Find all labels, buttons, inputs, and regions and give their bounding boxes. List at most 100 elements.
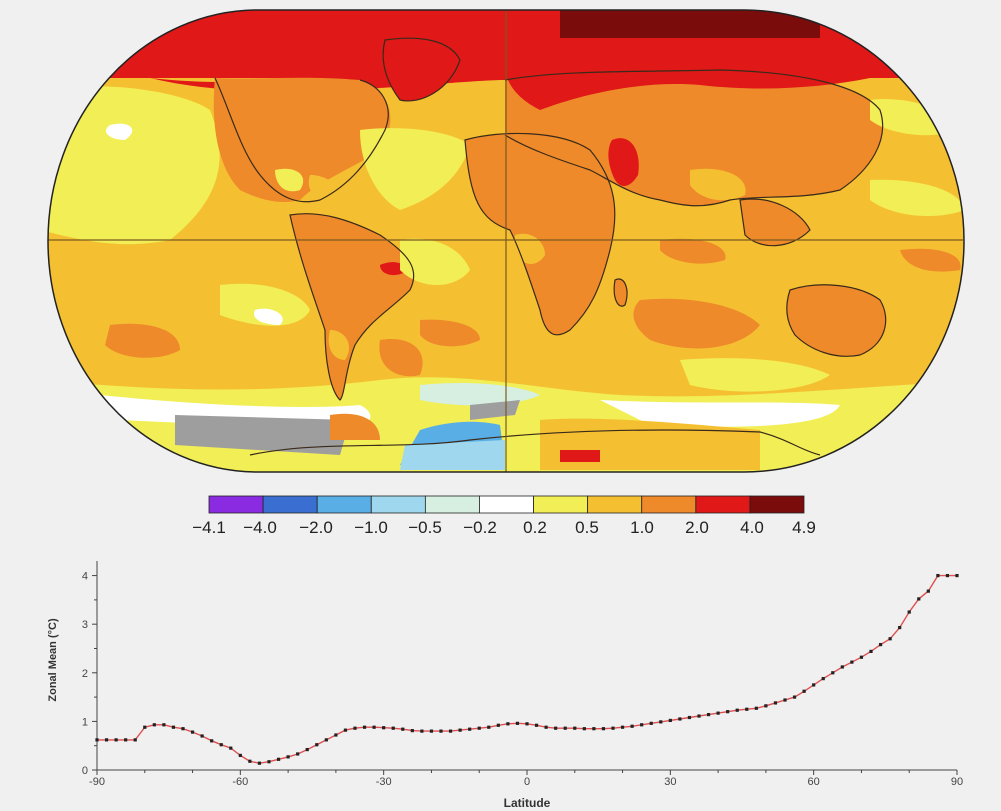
zonal-mean-point (812, 683, 816, 687)
zonal-mean-point (181, 727, 185, 731)
x-tick-label: -30 (376, 776, 392, 788)
zonal-mean-point (200, 734, 204, 738)
zonal-mean-point (343, 728, 348, 732)
zonal-mean-point (611, 726, 615, 730)
colorbar-label: −2.0 (299, 518, 333, 537)
coastlines (214, 37, 887, 456)
zonal-mean-point (372, 725, 376, 729)
zonal-mean-point (573, 726, 577, 730)
zonal-mean-point (95, 738, 99, 742)
zonal-mean-point (936, 573, 940, 578)
colorbar-label: −0.5 (408, 518, 442, 537)
zonal-mean-point (248, 759, 252, 763)
zonal-mean-point (620, 725, 625, 729)
zonal-mean-point (735, 708, 739, 712)
x-tick-label: 30 (664, 776, 676, 788)
zonal-mean-point (907, 610, 911, 614)
zonal-mean-point (391, 726, 395, 730)
zonal-mean-point (190, 730, 195, 734)
zonal-mean-point (745, 707, 749, 711)
zonal-mean-point (955, 573, 959, 578)
zonal-mean-point (324, 738, 328, 742)
zonal-mean-point (487, 725, 491, 729)
zonal-mean-point (869, 649, 873, 654)
zonal-mean-point (267, 760, 271, 764)
zonal-mean-point (544, 725, 548, 729)
x-tick-label: 60 (808, 776, 820, 788)
y-tick-label: 0 (82, 765, 88, 777)
colorbar: −4.1 −4.0 −2.0 −1.0 −0.5 −0.2 0.2 0.5 1.0 2.0 4.0 4… (192, 495, 816, 537)
x-tick-label: 90 (951, 776, 963, 788)
zonal-mean-point (754, 706, 758, 710)
colorbar-label: −4.1 (192, 518, 226, 537)
colorbar-labels: −4.1 −4.0 −2.0 −1.0 −0.5 −0.2 0.2 0.5 1.0 2.0 4.0 4… (192, 518, 816, 537)
zonal-mean-point (315, 743, 319, 747)
zonal-mean-point (229, 746, 233, 750)
zonal-mean-point (640, 723, 644, 727)
zonal-mean-point (468, 727, 472, 731)
map-outline (47, 9, 965, 473)
zonal-mean-point (515, 721, 520, 725)
zonal-mean-point (477, 726, 481, 730)
zonal-mean-point (458, 728, 462, 732)
zonal-mean-point (926, 589, 930, 593)
zonal-mean-point (114, 738, 118, 742)
colorbar-bin (316, 495, 372, 514)
colorbar-bin (641, 495, 697, 514)
zonal-mean-point (353, 726, 357, 730)
zonal-mean-point (334, 733, 338, 737)
zonal-mean-point (382, 726, 386, 730)
zonal-series (95, 573, 959, 765)
zonal-mean-point (802, 689, 806, 693)
zonal-mean-point (133, 738, 137, 742)
zonal-mean-point (850, 660, 854, 664)
zonal-mean-point (668, 718, 672, 723)
zonal-mean-point (792, 695, 797, 699)
colorbar-label: 0.2 (523, 518, 547, 537)
zonal-mean-point (439, 729, 443, 733)
zonal-mean-point (582, 727, 586, 731)
zonal-mean-point (917, 597, 921, 601)
colorbar-label: −1.0 (354, 518, 388, 537)
zonal-mean-point (534, 723, 539, 727)
zonal-mean-point (401, 727, 405, 731)
zonal-axes: -90 -60 -30 0 30 60 90 0 1 2 3 4 (82, 561, 963, 788)
zonal-mean-point (678, 717, 682, 721)
y-tick-label: 4 (82, 571, 88, 583)
zonal-mean-point (276, 757, 281, 761)
zonal-mean-point (859, 655, 864, 659)
zonal-mean-point (429, 729, 434, 733)
colorbar-label: 2.0 (685, 518, 709, 537)
zonal-mean-point (630, 724, 634, 728)
zonal-mean-point (420, 729, 424, 733)
zonal-mean-point (506, 722, 510, 726)
zonal-mean-point (496, 723, 500, 727)
temperature-anomaly-map (47, 9, 965, 473)
zonal-mean-point (592, 727, 596, 731)
colorbar-bin (695, 495, 751, 514)
zonal-mean-point (821, 677, 825, 681)
zonal-mean-point (286, 755, 290, 759)
colorbar-bin (262, 495, 318, 514)
colorbar-bin (208, 495, 264, 514)
zonal-mean-point (171, 725, 176, 729)
zonal-mean-point (773, 701, 778, 705)
zonal-mean-point (410, 729, 414, 733)
zonal-mean-point (143, 725, 147, 729)
colorbar-label: 4.9 (792, 518, 816, 537)
zonal-mean-point (362, 725, 367, 729)
zonal-mean-point (888, 637, 892, 641)
colorbar-label: −4.0 (243, 518, 277, 537)
zonal-mean-point (162, 723, 166, 727)
zonal-mean-point (840, 665, 844, 669)
colorbar-label: 1.0 (630, 518, 654, 537)
zonal-mean-point (726, 710, 730, 714)
zonal-mean-line (97, 574, 957, 764)
zonal-mean-point (687, 715, 692, 720)
zonal-mean-point (649, 721, 653, 725)
colorbar-bin (479, 495, 534, 514)
zonal-mean-point (659, 720, 663, 724)
zonal-mean-point (601, 727, 606, 731)
colorbar-bin (370, 495, 426, 514)
colorbar-label: 0.5 (575, 518, 599, 537)
